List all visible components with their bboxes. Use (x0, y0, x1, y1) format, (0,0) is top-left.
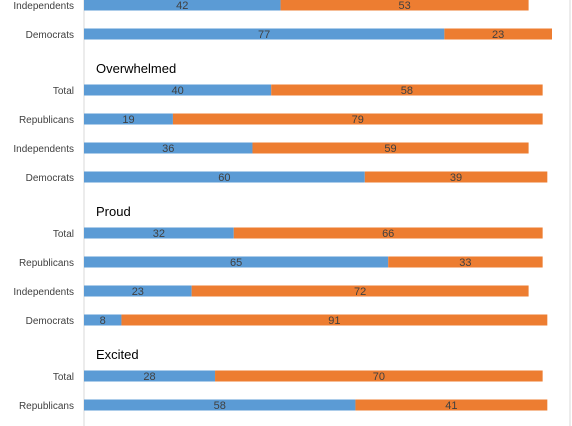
bar-segment-second (215, 370, 543, 382)
bar-segment-first (84, 171, 365, 183)
data-label: 58 (214, 400, 226, 412)
data-label: 32 (153, 228, 165, 240)
category-label: Democrats (26, 316, 74, 327)
data-label: 40 (171, 85, 183, 97)
data-label: 91 (328, 315, 340, 327)
bar-segment-first (84, 113, 173, 125)
category-label: Total (53, 372, 74, 383)
bar-segment-second (271, 84, 543, 96)
category-label: Total (53, 229, 74, 240)
data-label: 33 (459, 257, 471, 269)
data-label: 28 (143, 371, 155, 383)
data-label: 41 (445, 400, 457, 412)
category-label: Independents (13, 287, 74, 298)
bar-segment-first (84, 28, 445, 40)
bar-segment-first (84, 142, 253, 154)
bar-segment-second (252, 142, 529, 154)
group-title: Excited (96, 347, 139, 362)
category-label: Democrats (26, 30, 74, 41)
data-label: 66 (382, 228, 394, 240)
category-label: Democrats (26, 173, 74, 184)
bar-segment-second (388, 256, 543, 268)
data-label: 59 (384, 143, 396, 155)
bar-segment-first (84, 314, 122, 326)
bar-segment-second (172, 113, 543, 125)
group-title: Overwhelmed (96, 61, 176, 76)
bar-segment-first (84, 256, 389, 268)
data-label: 79 (352, 114, 364, 126)
bar-segment-first (84, 399, 356, 411)
data-label: 72 (354, 286, 366, 298)
data-label: 77 (258, 29, 270, 41)
bar-segment-second (233, 227, 543, 239)
data-label: 8 (100, 315, 106, 327)
bar-segment-second (280, 0, 529, 11)
data-label: 70 (373, 371, 385, 383)
data-label: 60 (218, 172, 230, 184)
bar-segment-first (84, 227, 234, 239)
data-label: 58 (401, 85, 413, 97)
bar-segment-first (84, 370, 216, 382)
bar-segment-second (121, 314, 548, 326)
data-label: 39 (450, 172, 462, 184)
bar-segment-second (364, 171, 548, 183)
category-label: Republicans (19, 401, 74, 412)
group-title: Proud (96, 204, 131, 219)
bar-segment-second (191, 285, 529, 297)
data-label: 42 (176, 0, 188, 12)
bar-segment-second (355, 399, 548, 411)
category-label: Republicans (19, 115, 74, 126)
category-label: Total (53, 86, 74, 97)
category-label: Republicans (19, 258, 74, 269)
category-label: Independents (13, 1, 74, 12)
bar-segment-second (444, 28, 552, 40)
data-label: 65 (230, 257, 242, 269)
bar-segment-first (84, 0, 281, 11)
data-label: 23 (132, 286, 144, 298)
data-label: 36 (162, 143, 174, 155)
bar-segment-first (84, 285, 192, 297)
data-label: 53 (398, 0, 410, 12)
bar-segment-first (84, 84, 272, 96)
data-label: 19 (122, 114, 134, 126)
data-label: 23 (492, 29, 504, 41)
category-label: Independents (13, 144, 74, 155)
